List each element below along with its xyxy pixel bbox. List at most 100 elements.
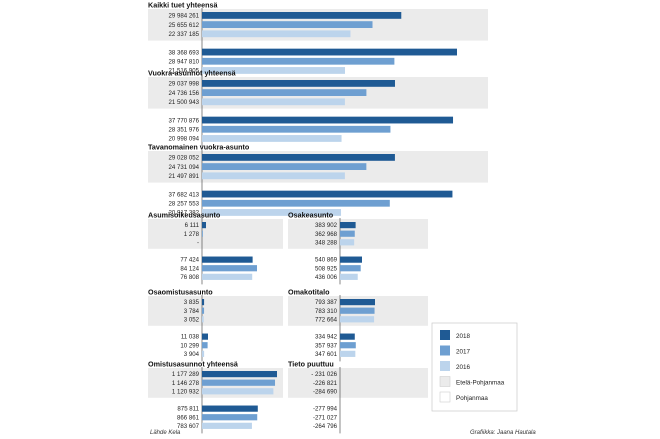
value-label: 20 917 382 bbox=[169, 210, 200, 217]
value-label: 436 006 bbox=[315, 274, 338, 281]
value-label: 866 861 bbox=[177, 414, 200, 421]
section-title: Asumisoikeusasunto bbox=[148, 211, 221, 220]
bar-2016 bbox=[202, 98, 345, 106]
value-label: 347 601 bbox=[315, 351, 338, 358]
bar-2018 bbox=[202, 12, 402, 19]
value-label: 28 257 553 bbox=[169, 200, 200, 207]
value-label: 772 664 bbox=[315, 316, 338, 323]
legend-label: 2018 bbox=[456, 333, 471, 340]
section-title: Kaikki tuet yhteensä bbox=[148, 1, 219, 10]
bar-2017 bbox=[202, 163, 367, 170]
source-note: Lähde Kela bbox=[150, 430, 181, 436]
value-label: 1 177 289 bbox=[172, 371, 200, 378]
bar-2018 bbox=[202, 256, 253, 263]
bar-2016 bbox=[202, 316, 204, 323]
bar-2018 bbox=[202, 190, 453, 198]
bar-2017 bbox=[202, 57, 395, 65]
bar-2017 bbox=[340, 307, 375, 314]
legend-swatch bbox=[439, 391, 451, 403]
legend-swatch bbox=[440, 345, 450, 356]
bar-2017 bbox=[202, 307, 205, 314]
group-band bbox=[148, 219, 283, 249]
value-label: 383 902 bbox=[315, 222, 338, 229]
value-label: -226 821 bbox=[313, 380, 338, 387]
section-vuokra-asunnot-yhteensa: Vuokra-asunnot yhteensä 29 037 998 24 736 … bbox=[148, 69, 488, 147]
value-label: 37 682 413 bbox=[169, 191, 200, 198]
value-label: 1 278 bbox=[184, 231, 200, 238]
value-label: 29 984 261 bbox=[169, 13, 200, 20]
legend-label: Pohjanmaa bbox=[456, 395, 488, 402]
value-label: 11 038 bbox=[181, 334, 200, 341]
bar-2018 bbox=[340, 222, 356, 229]
section-title: Osakeasunto bbox=[288, 211, 334, 220]
legend-label: 2017 bbox=[456, 348, 471, 355]
value-label: - bbox=[197, 239, 199, 246]
bar-2016 bbox=[340, 273, 358, 280]
bar-2018 bbox=[340, 299, 375, 306]
value-label: -264 796 bbox=[313, 423, 338, 430]
bar-2018 bbox=[340, 256, 362, 263]
section-title: Omistusasunnot yhteensä bbox=[148, 360, 239, 369]
bar-2017 bbox=[202, 199, 390, 207]
legend-swatch bbox=[440, 361, 450, 371]
value-label: 76 808 bbox=[180, 274, 199, 281]
legend-label: 2016 bbox=[456, 364, 471, 371]
bar-2018 bbox=[202, 299, 205, 306]
value-label: -284 690 bbox=[313, 388, 338, 395]
section-tieto-puuttuu: Tieto puuttuu - 231 026 -226 821-284 690 -2… bbox=[288, 360, 428, 434]
section-title: Omakotitalo bbox=[288, 288, 330, 297]
section-title: Osaomistusasunto bbox=[148, 288, 213, 297]
value-label: 334 942 bbox=[315, 334, 338, 341]
value-label: 22 337 185 bbox=[169, 31, 200, 38]
graphics-credit: Grafiikka: Jaana Hautala bbox=[470, 430, 536, 436]
value-label: 540 869 bbox=[315, 257, 338, 264]
bar-2016 bbox=[340, 239, 355, 246]
value-label: 29 037 998 bbox=[169, 81, 200, 88]
bar-2017 bbox=[202, 414, 258, 421]
value-label: 38 368 693 bbox=[169, 49, 200, 56]
value-label: 508 925 bbox=[315, 265, 338, 272]
value-label: 348 288 bbox=[315, 239, 338, 246]
bar-2016 bbox=[340, 350, 356, 357]
value-label: 875 811 bbox=[177, 406, 199, 413]
legend-swatch bbox=[440, 330, 450, 340]
bar-2018 bbox=[202, 154, 395, 161]
bar-2018 bbox=[202, 222, 206, 229]
value-label: 10 299 bbox=[180, 342, 199, 349]
section-tavanomainen-vuokra-asunto: Tavanomainen vuokra-asunto 29 028 052 24 7… bbox=[148, 143, 488, 221]
value-label: 783 310 bbox=[315, 308, 338, 315]
value-label: -271 027 bbox=[313, 414, 338, 421]
bar-2017 bbox=[202, 230, 203, 237]
bar-2016 bbox=[202, 135, 342, 142]
value-label: 21 516 905 bbox=[169, 68, 200, 75]
legend-label: Etelä-Pohjanmaa bbox=[456, 379, 505, 386]
bar-2017 bbox=[340, 342, 356, 349]
group-band bbox=[148, 296, 283, 326]
value-label: 37 770 876 bbox=[169, 117, 200, 124]
bar-2017 bbox=[202, 265, 257, 272]
bar-2017 bbox=[202, 89, 367, 96]
bar-2018 bbox=[202, 405, 258, 412]
value-label: 793 387 bbox=[315, 299, 338, 306]
value-label: 20 998 094 bbox=[169, 136, 200, 143]
value-label: 25 655 612 bbox=[169, 22, 200, 29]
section-title: Tavanomainen vuokra-asunto bbox=[148, 143, 250, 152]
value-label: 783 607 bbox=[177, 423, 200, 430]
value-label: 3 904 bbox=[184, 351, 200, 358]
bar-2016 bbox=[202, 273, 253, 280]
section-kaikki-tuet-yhteensa: Kaikki tuet yhteensä 29 984 261 25 655 612… bbox=[148, 1, 488, 79]
chart-sections: Kaikki tuet yhteensä 29 984 261 25 655 612… bbox=[148, 1, 488, 434]
bar-2016 bbox=[202, 172, 345, 180]
bar-2017 bbox=[202, 342, 208, 349]
value-label: 24 731 094 bbox=[169, 164, 200, 171]
legend: 2018 2017 2016 Etelä-Pohjanmaa Pohjanmaa bbox=[431, 322, 518, 412]
bar-2016 bbox=[340, 316, 375, 323]
bar-2017 bbox=[202, 379, 276, 386]
value-label: 3 835 bbox=[184, 299, 200, 306]
bar-2018 bbox=[202, 48, 457, 56]
bar-2017 bbox=[202, 21, 373, 28]
bar-2016 bbox=[202, 388, 274, 395]
